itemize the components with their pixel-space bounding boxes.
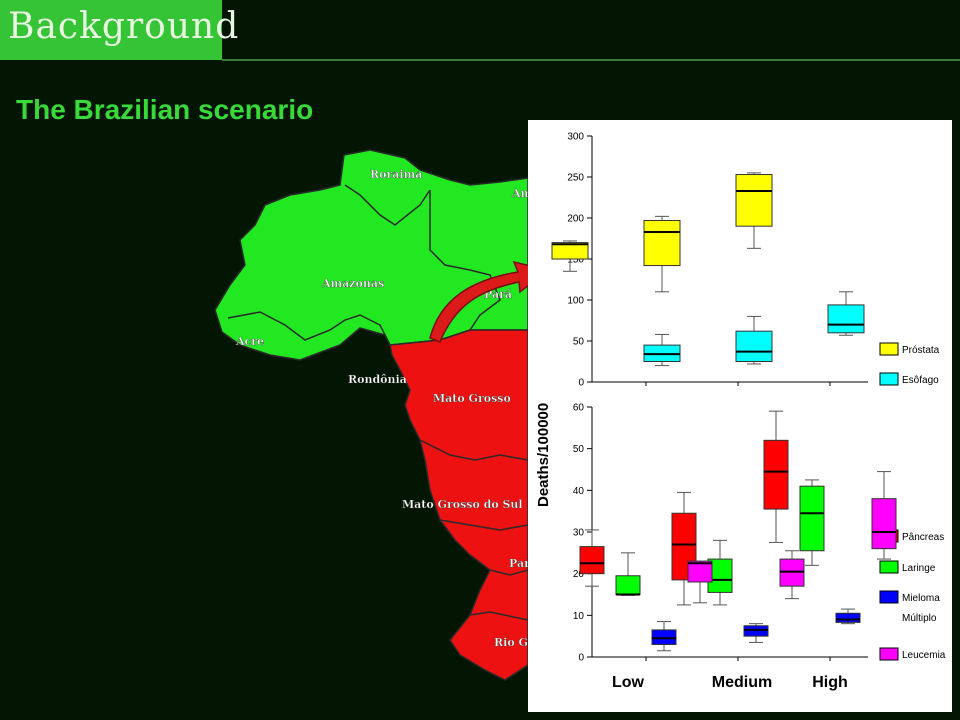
map-state-label: Mato Grosso [433, 392, 511, 405]
y-tick-label: 20 [573, 569, 585, 580]
legend-label: Mieloma [902, 593, 940, 604]
box-mieloma [743, 623, 769, 643]
state-borders [227, 184, 529, 621]
border-line [344, 184, 431, 226]
map-state-label: Amazonas [321, 277, 384, 290]
box-próstata [643, 215, 681, 293]
box-próstata [735, 172, 773, 249]
map-state-label: Rondônia [348, 373, 407, 386]
box-leucemia [687, 560, 713, 604]
box-body [799, 485, 825, 552]
legend-label: Laringe [902, 563, 936, 574]
header-rule [222, 59, 960, 61]
y-tick-label: 250 [567, 173, 584, 184]
legend-label: Leucemia [902, 650, 946, 661]
legend-swatch [879, 372, 899, 386]
legend-swatch [879, 590, 899, 604]
box-body [763, 439, 789, 510]
box-body [579, 546, 605, 575]
section-tag-label: Background [8, 6, 240, 47]
y-tick-label: 100 [567, 296, 584, 307]
chart-panel-1: 0 50 100 150 200 250 300 Próstata Esôfago [551, 132, 940, 389]
boxplot-chart: 0 50 100 150 200 250 300 Próstata Esôfago 0 10 20 30… [551, 132, 946, 691]
box-body [651, 629, 677, 645]
box-esôfago [827, 291, 865, 336]
y-tick-label: 50 [573, 337, 585, 348]
x-tick-label: High [812, 674, 848, 691]
map-state-label: Acre [235, 335, 264, 348]
box-mieloma [835, 608, 861, 625]
box-body [743, 625, 769, 637]
box-laringe [615, 552, 641, 596]
box-pâncreas [671, 491, 697, 606]
box-body [551, 242, 589, 260]
legend-label: Pâncreas [902, 532, 944, 543]
slide-subtitle: The Brazilian scenario [16, 94, 314, 125]
border-line [489, 569, 529, 576]
box-body [687, 560, 713, 583]
box-esôfago [735, 315, 773, 365]
y-tick-label: 0 [578, 378, 584, 389]
border-line [419, 439, 529, 461]
legend-label-cont: Múltiplo [902, 613, 937, 624]
y-tick-label: 40 [573, 486, 585, 497]
y-tick-label: 300 [567, 132, 584, 143]
legend-label: Próstata [902, 345, 940, 356]
y-tick-label: 60 [573, 403, 585, 414]
map-state-label: Roraima [370, 168, 422, 181]
x-axis-labels: Low Medium High [612, 674, 848, 691]
chart-panel-2: 0 10 20 30 40 50 60 Pâncreas Laringe Mieloma Múlti… [573, 403, 946, 664]
section-tag: Background [0, 0, 238, 60]
y-tick-label: 150 [567, 255, 584, 266]
y-tick-label: 30 [573, 528, 585, 539]
legend-swatch [879, 342, 899, 356]
box-body [871, 498, 897, 550]
map-state-label: Pará [484, 288, 512, 301]
box-pâncreas [763, 410, 789, 543]
box-laringe [799, 479, 825, 566]
box-próstata [551, 240, 589, 272]
legend-swatch [879, 560, 899, 574]
y-tick-label: 200 [567, 214, 584, 225]
box-mieloma [651, 621, 677, 652]
legend-swatch [879, 647, 899, 661]
box-leucemia [779, 550, 805, 600]
x-tick-label: Low [612, 674, 645, 691]
border-line [429, 190, 501, 331]
map-state-label: Am [511, 187, 533, 200]
y-tick-label: 50 [573, 444, 585, 455]
map-state-label: Mato Grosso do Sul [402, 498, 523, 511]
box-esôfago [643, 333, 681, 367]
y-tick-label: 10 [573, 611, 585, 622]
box-body [643, 219, 681, 267]
chart-panel: 0 50 100 150 200 250 300 Próstata Esôfago 0 10 20 30… [528, 120, 952, 712]
map-state-label: Rio Gr [494, 636, 534, 649]
box-body [615, 575, 641, 595]
border-line [227, 311, 391, 346]
legend-label: Esôfago [902, 375, 939, 386]
border-line [439, 519, 529, 531]
border-line [469, 611, 529, 621]
map-region-north [214, 149, 529, 361]
box-leucemia [871, 471, 897, 560]
y-tick-label: 0 [578, 653, 584, 664]
y-axis-label: Deaths/100000 [535, 402, 552, 507]
box-body [835, 612, 861, 623]
box-body [735, 330, 773, 363]
box-pâncreas [579, 529, 605, 587]
box-body [827, 304, 865, 334]
x-tick-label: Medium [712, 674, 772, 691]
box-body [779, 558, 805, 587]
box-body [735, 174, 773, 227]
